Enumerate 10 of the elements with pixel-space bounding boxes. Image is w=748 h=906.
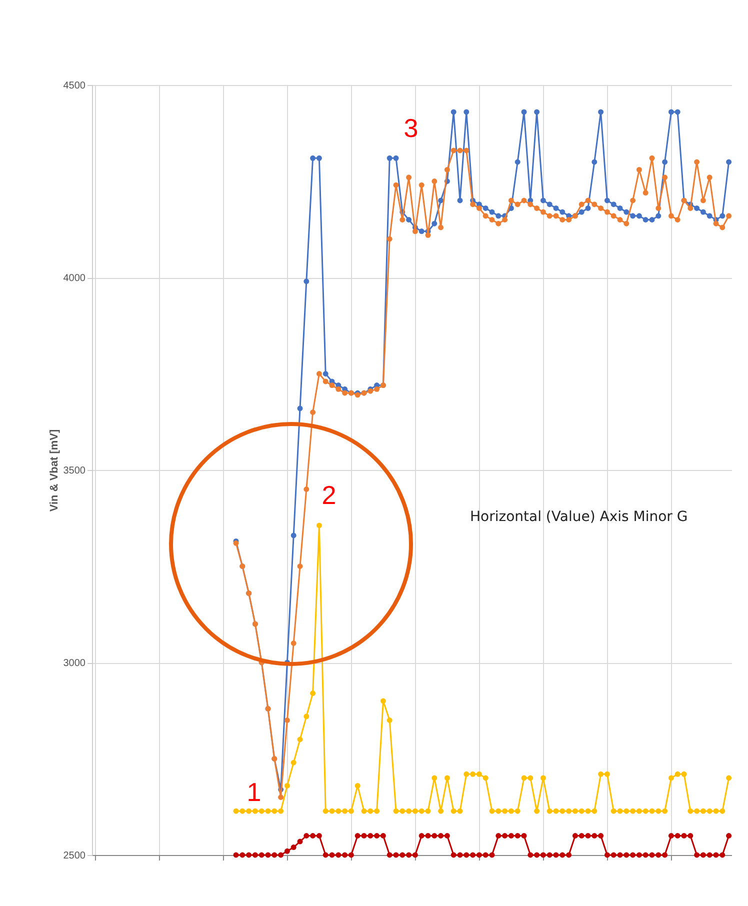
y-tick-label: 4000 — [63, 273, 86, 284]
annotation: 2 — [322, 480, 336, 510]
y-axis-title: Vin & Vbat [mV] — [48, 429, 60, 512]
y-tick-label: 3000 — [63, 658, 86, 669]
y-tick-label: 2500 — [63, 850, 86, 862]
annotation: 3 — [404, 113, 418, 143]
y-tick-label: 3500 — [63, 466, 86, 476]
annotation: Horizontal (Value) Axis Minor G — [470, 509, 688, 525]
y-tick-label: 4500 — [63, 80, 86, 92]
annotation: 1 — [246, 777, 262, 807]
